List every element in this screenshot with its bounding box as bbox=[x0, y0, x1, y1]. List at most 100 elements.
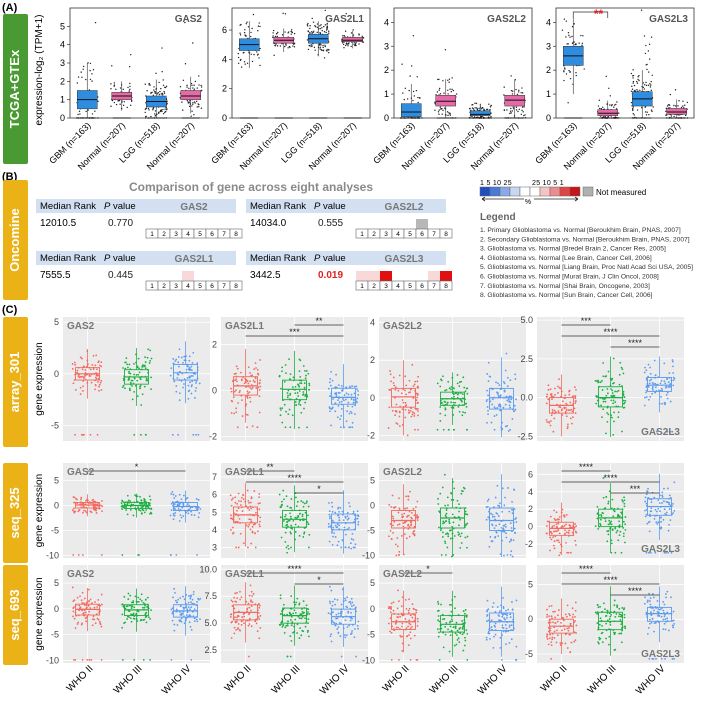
data-point bbox=[237, 52, 240, 55]
data-point bbox=[282, 623, 284, 626]
data-point bbox=[568, 529, 571, 532]
data-point bbox=[485, 620, 488, 623]
y-tick-label: 5 bbox=[54, 317, 59, 327]
data-point bbox=[326, 24, 328, 26]
data-point bbox=[647, 50, 650, 52]
data-point bbox=[253, 380, 256, 383]
data-point bbox=[328, 540, 331, 543]
data-point bbox=[142, 505, 145, 508]
data-point bbox=[142, 509, 145, 512]
data-point bbox=[442, 618, 444, 621]
dataset-label: seq_693 bbox=[7, 589, 22, 640]
rank-swatch bbox=[356, 219, 368, 229]
data-point bbox=[574, 395, 577, 397]
data-point bbox=[442, 109, 444, 112]
data-point bbox=[88, 600, 90, 603]
data-point bbox=[504, 525, 507, 528]
data-point bbox=[581, 44, 583, 47]
data-point bbox=[197, 598, 200, 601]
data-point bbox=[388, 535, 390, 538]
data-point bbox=[95, 377, 98, 380]
data-point bbox=[148, 502, 151, 505]
data-point bbox=[523, 106, 525, 108]
data-point bbox=[183, 622, 186, 625]
data-point bbox=[556, 526, 558, 528]
data-point bbox=[682, 105, 684, 107]
rank-swatch bbox=[392, 271, 404, 281]
data-point bbox=[79, 393, 82, 396]
data-point bbox=[125, 509, 128, 511]
box bbox=[489, 387, 514, 410]
data-point bbox=[511, 508, 513, 511]
data-point bbox=[245, 22, 247, 25]
pvalue-value: 0.770 bbox=[108, 218, 133, 229]
data-point bbox=[349, 602, 352, 605]
data-point bbox=[456, 499, 459, 502]
data-point bbox=[236, 509, 238, 512]
data-point bbox=[169, 374, 172, 377]
data-point bbox=[673, 509, 676, 512]
y-tick-label: 5 bbox=[54, 476, 59, 486]
y-tick-label: 6 bbox=[528, 469, 533, 479]
data-point bbox=[673, 104, 675, 107]
data-point bbox=[299, 627, 301, 630]
y-tick-label: 0 bbox=[60, 113, 65, 123]
data-point bbox=[646, 490, 648, 493]
data-point bbox=[330, 532, 333, 534]
rank-swatch bbox=[194, 271, 206, 281]
data-point bbox=[450, 603, 453, 606]
data-point bbox=[72, 607, 75, 610]
data-point bbox=[524, 114, 526, 116]
data-point bbox=[127, 379, 130, 381]
data-point bbox=[340, 603, 343, 606]
data-point bbox=[632, 74, 635, 77]
data-point bbox=[515, 109, 518, 111]
y-tick-label: 4 bbox=[370, 318, 375, 328]
data-point bbox=[446, 403, 448, 406]
data-point bbox=[621, 430, 623, 433]
data-point bbox=[666, 105, 669, 107]
data-point bbox=[461, 626, 464, 629]
data-point bbox=[668, 501, 670, 504]
y-tick-label: -5 bbox=[367, 630, 375, 640]
data-point bbox=[466, 522, 469, 525]
data-point bbox=[293, 32, 296, 35]
data-point bbox=[389, 523, 392, 525]
data-point bbox=[76, 369, 79, 372]
data-point bbox=[250, 625, 253, 628]
data-point bbox=[564, 529, 566, 532]
data-point bbox=[340, 385, 343, 387]
data-point bbox=[407, 611, 410, 614]
data-point bbox=[449, 625, 452, 628]
data-point bbox=[283, 631, 286, 634]
data-point bbox=[509, 110, 512, 112]
data-point bbox=[173, 380, 176, 383]
data-point bbox=[456, 382, 459, 385]
data-point bbox=[665, 511, 668, 514]
data-point bbox=[451, 88, 453, 91]
data-point bbox=[459, 547, 462, 549]
data-point bbox=[448, 522, 451, 525]
y-tick-label: 4 bbox=[222, 54, 227, 64]
data-point bbox=[503, 382, 506, 385]
data-point bbox=[100, 379, 103, 382]
data-point bbox=[448, 520, 451, 523]
data-point bbox=[191, 375, 194, 377]
data-point bbox=[239, 389, 241, 392]
data-point bbox=[128, 387, 131, 390]
data-point bbox=[327, 523, 330, 525]
data-point bbox=[401, 649, 404, 652]
data-point bbox=[549, 633, 551, 636]
data-point bbox=[613, 395, 616, 397]
box bbox=[504, 95, 525, 107]
data-point bbox=[611, 498, 614, 501]
data-point bbox=[82, 65, 85, 68]
data-point bbox=[143, 497, 145, 500]
data-point bbox=[307, 635, 310, 638]
data-point bbox=[445, 388, 448, 391]
data-point bbox=[657, 507, 660, 510]
data-point bbox=[250, 507, 253, 510]
data-point bbox=[304, 377, 307, 380]
data-point bbox=[230, 637, 233, 639]
